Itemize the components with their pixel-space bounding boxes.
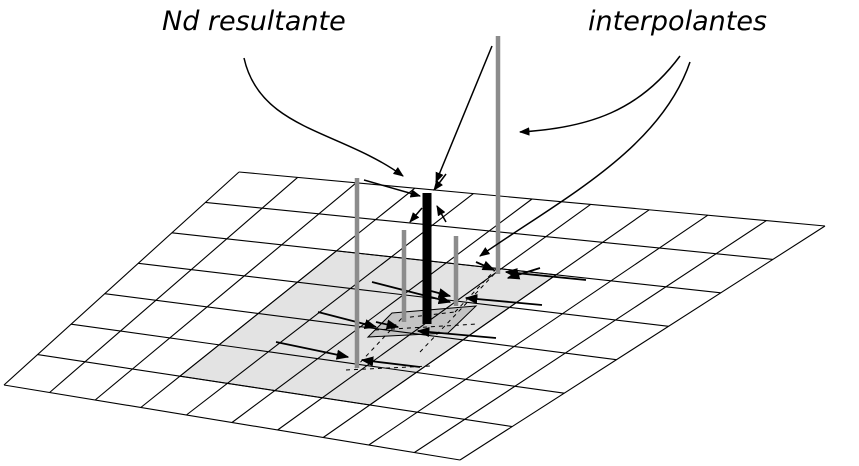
- interpolants-callout-arrow: [518, 55, 681, 136]
- interpolants-label: interpolantes: [588, 6, 767, 37]
- arrow-icon: [275, 341, 350, 360]
- projection-dash: [345, 365, 431, 371]
- grid-line: [368, 214, 709, 446]
- resultant-label: Nd resultante: [162, 6, 346, 37]
- arrow-icon: [317, 311, 378, 330]
- grid-line: [94, 182, 357, 401]
- convergence-arrow: [363, 179, 422, 198]
- arrow-icon: [375, 319, 400, 330]
- interpolants-callout-arrow: [479, 61, 691, 257]
- grid-line: [231, 198, 533, 423]
- resultant-callout-arrow: [243, 57, 404, 177]
- arrow-icon: [464, 294, 543, 306]
- projection-dash: [454, 267, 498, 313]
- convergence-arrow: [436, 205, 447, 223]
- convergence-arrow: [433, 173, 447, 191]
- arrow-icon: [360, 356, 421, 368]
- convergence-arrow: [409, 207, 423, 223]
- grid-line: [322, 209, 650, 438]
- arrow-icon: [371, 281, 452, 305]
- arrow-icon: [475, 260, 496, 271]
- grid-line: [459, 225, 826, 461]
- grid-line: [140, 187, 416, 408]
- callouts-group: [243, 45, 691, 257]
- arrow-icon: [416, 326, 497, 339]
- interpolant-callout-line: [435, 45, 493, 183]
- grid-line: [277, 203, 591, 431]
- bars-group: [354, 36, 501, 368]
- arrows-group: [275, 260, 587, 368]
- grid-line: [49, 176, 298, 393]
- projection-dash: [419, 267, 501, 353]
- grid-line: [3, 171, 240, 386]
- arrow-icon: [506, 267, 541, 280]
- grid-line: [414, 220, 767, 453]
